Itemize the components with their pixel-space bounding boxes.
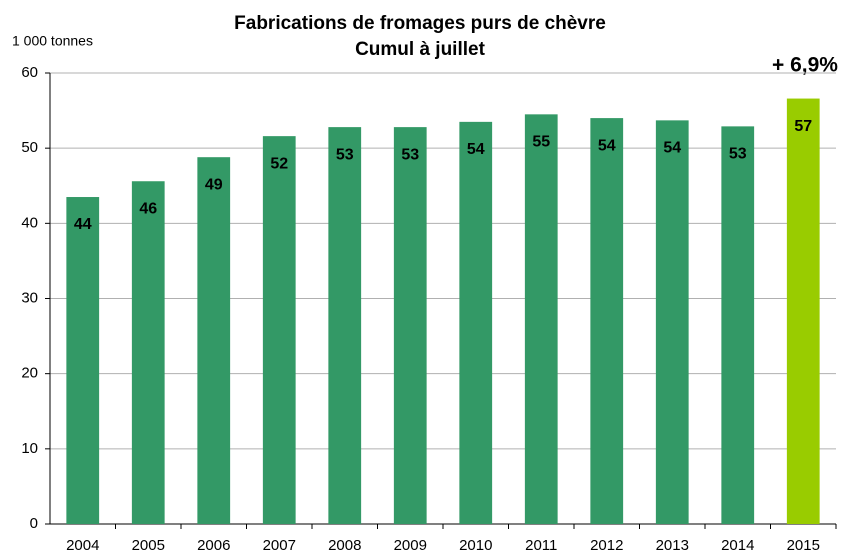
bar (590, 118, 624, 524)
y-tick-label: 30 (21, 289, 38, 306)
bar (524, 114, 558, 524)
y-axis-label: 1 000 tonnes (12, 33, 93, 49)
chart-subtitle: Cumul à juillet (355, 39, 486, 60)
x-tick-label: 2005 (132, 537, 165, 554)
x-tick-label: 2014 (721, 537, 754, 554)
bar (131, 181, 165, 525)
data-label: 54 (467, 141, 485, 158)
x-tick-label: 2012 (590, 537, 623, 554)
data-label: 55 (532, 134, 550, 151)
bar (328, 127, 362, 525)
data-label: 54 (663, 140, 681, 157)
chart-title: Fabrications de fromages purs de chèvre (234, 13, 606, 34)
data-label: 53 (729, 146, 747, 163)
data-label: 57 (794, 118, 812, 135)
y-tick-label: 0 (30, 515, 38, 532)
x-tick-label: 2007 (263, 537, 296, 554)
annotation: + 6,9% (772, 54, 838, 77)
y-tick-label: 20 (21, 365, 38, 382)
y-tick-label: 50 (21, 139, 38, 156)
bar (66, 197, 100, 524)
y-tick-label: 10 (21, 440, 38, 457)
x-tick-label: 2010 (459, 537, 492, 554)
data-label: 53 (401, 146, 419, 163)
data-label: 44 (74, 216, 92, 233)
x-tick-label: 2006 (197, 537, 230, 554)
x-tick-label: 2011 (525, 537, 557, 554)
data-label: 53 (336, 146, 354, 163)
data-label: 54 (598, 137, 616, 154)
bar (786, 98, 820, 524)
data-label: 46 (139, 200, 157, 217)
x-tick-label: 2004 (66, 537, 99, 554)
bar (459, 121, 493, 524)
y-tick-label: 40 (21, 214, 38, 231)
data-label: 49 (205, 176, 223, 193)
bar (721, 126, 755, 524)
bar (393, 127, 427, 525)
bar (262, 136, 296, 524)
x-tick-label: 2015 (787, 537, 820, 554)
x-tick-label: 2013 (656, 537, 689, 554)
bar (197, 157, 231, 525)
x-tick-label: 2009 (394, 537, 427, 554)
y-tick-label: 60 (21, 64, 38, 81)
x-tick-label: 2008 (328, 537, 361, 554)
data-label: 52 (270, 155, 288, 172)
bar (655, 120, 689, 524)
